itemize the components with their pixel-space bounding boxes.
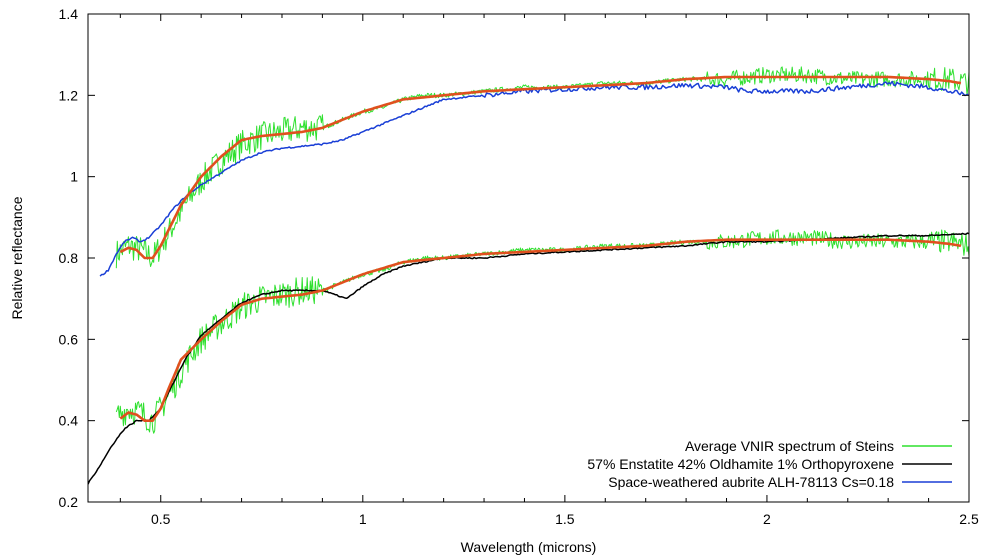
smooth-fit-upper-line (119, 75, 962, 260)
x-tick-label: 0.5 (151, 511, 171, 527)
x-tick-label: 1.5 (555, 511, 575, 527)
legend: Average VNIR spectrum of Steins 57% Ensta… (587, 438, 952, 490)
x-tick-label: 2.5 (959, 511, 979, 527)
smooth-fit-lower-line (119, 238, 962, 423)
y-tick-label: 0.2 (59, 494, 79, 510)
y-tick-label: 1 (70, 169, 78, 185)
legend-label: Space-weathered aubrite ALH-78113 Cs=0.1… (608, 474, 894, 490)
y-tick-label: 0.8 (59, 250, 79, 266)
x-tick-label: 2 (763, 511, 771, 527)
x-axis-title: Wavelength (microns) (461, 539, 597, 555)
y-tick-label: 0.4 (59, 413, 79, 429)
y-tick-label: 1.2 (59, 87, 79, 103)
ticks-layer: 0.5 1 1.5 2 2.5 0.2 0.4 0.6 0.8 1 1.2 1.4 (59, 6, 979, 527)
y-tick-label: 0.6 (59, 331, 79, 347)
x-tick-label: 1 (359, 511, 367, 527)
y-axis-title: Relative reflectance (9, 196, 25, 319)
y-tick-label: 1.4 (59, 6, 79, 22)
data-layer (88, 66, 969, 485)
legend-label: Average VNIR spectrum of Steins (685, 438, 894, 454)
steins-spectrum-lower-line (115, 229, 969, 434)
legend-label: 57% Enstatite 42% Oldhamite 1% Orthopyro… (587, 456, 894, 472)
